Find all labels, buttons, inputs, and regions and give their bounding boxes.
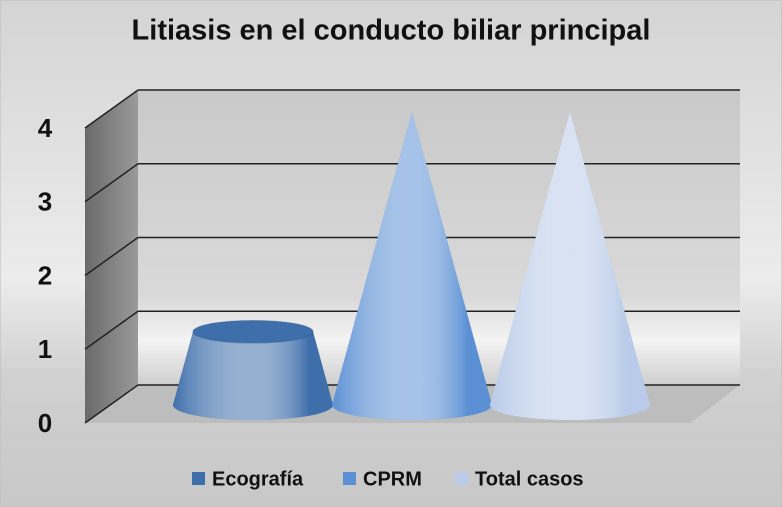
y-tick-label: 0: [38, 408, 52, 438]
legend-swatch: [192, 472, 205, 485]
chart-title: Litiasis en el conducto biliar principal: [132, 15, 651, 47]
legend-swatch: [343, 472, 356, 485]
grid-line: [84, 236, 139, 277]
y-tick-label: 3: [38, 187, 52, 217]
legend-swatch: [455, 472, 468, 485]
grid-line: [84, 163, 139, 203]
cone-shade: [173, 320, 333, 420]
grid-line: [84, 310, 139, 350]
legend-label: CPRM: [363, 468, 422, 490]
cone-top: [192, 320, 314, 344]
y-tick-label: 4: [38, 113, 53, 143]
cone-shade: [490, 112, 650, 420]
grid-line: [84, 89, 139, 129]
y-tick-label: 2: [38, 260, 52, 290]
legend-label: Total casos: [475, 468, 584, 490]
legend-label: Ecografía: [212, 468, 304, 490]
grid-line: [84, 384, 139, 424]
y-tick-label: 1: [38, 334, 52, 364]
cone-shade: [332, 112, 492, 420]
